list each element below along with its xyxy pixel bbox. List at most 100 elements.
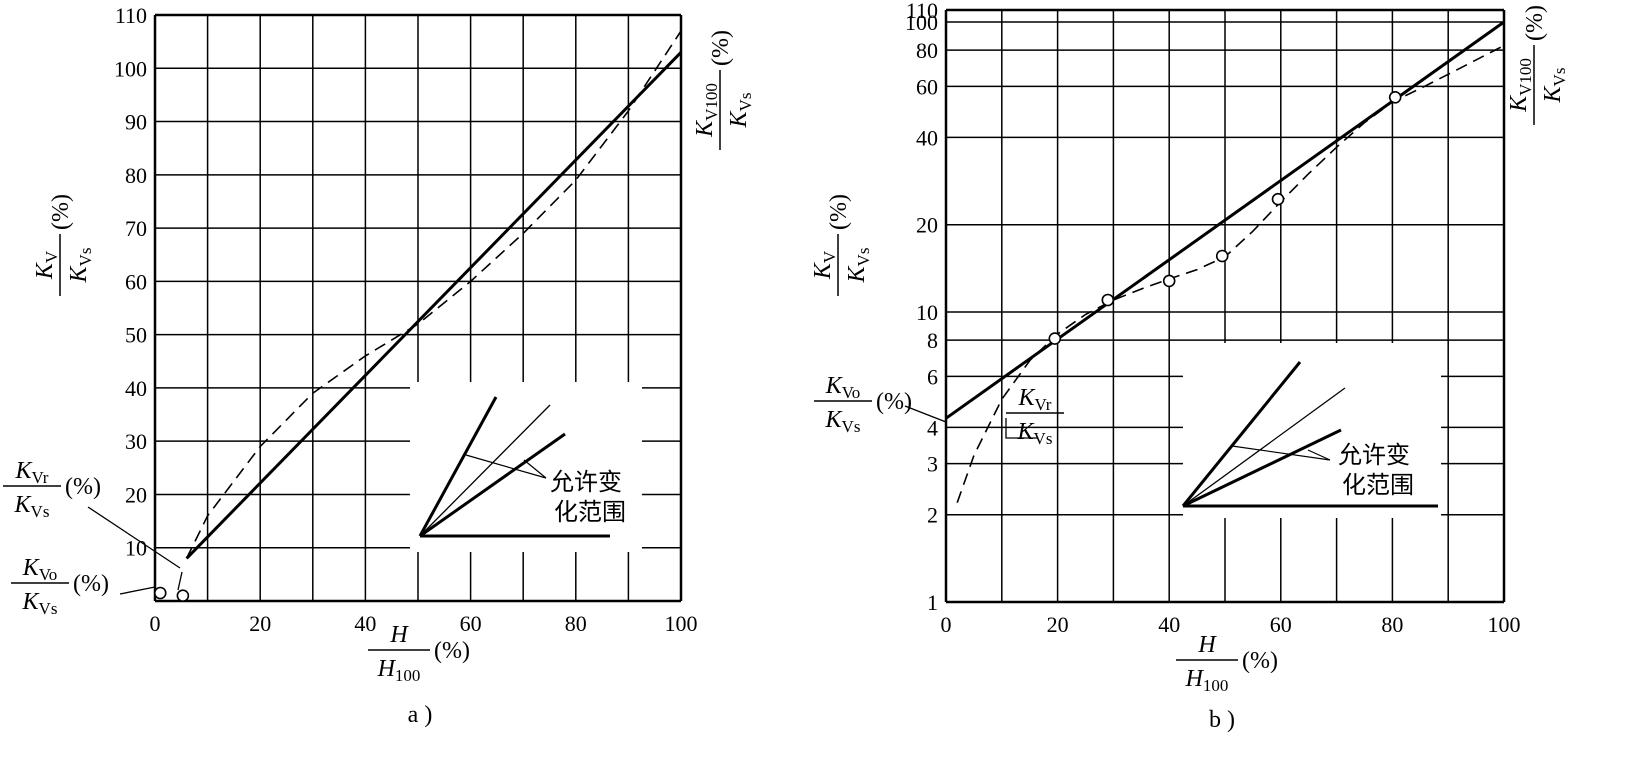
y-axis-label-denom-sub: Vs (76, 248, 95, 267)
kvr-label-numer-main: K (1018, 385, 1037, 411)
y-axis-label-unit: (%) (826, 194, 852, 230)
x-axis-label-numer: H (1197, 632, 1217, 658)
y-axis-label-denom-main: K (66, 264, 92, 283)
x-tick-label: 80 (1381, 612, 1403, 637)
y-tick-label: 50 (125, 323, 147, 348)
y-tick-label: 70 (125, 216, 147, 241)
y-axis-label-numer: KV (810, 250, 839, 280)
inset-lower-limit (1182, 428, 1342, 508)
y-tick-label: 90 (125, 110, 147, 135)
y-axis-label-numer-main: K (810, 261, 836, 280)
x-axis-label-denom: H100 (1185, 666, 1229, 695)
inset-background (410, 382, 642, 552)
y-axis-label-numer: KV (32, 250, 61, 280)
y-axis-label-denom: KVs (66, 248, 95, 284)
right-axis-label-denom-sub: Vs (1550, 68, 1569, 87)
right-axis-label-numer-sub: V100 (702, 83, 721, 121)
y-axis-label-numer-sub: V (820, 250, 839, 263)
inset-upper-limit (1181, 361, 1302, 507)
x-axis-label-numer-main: H (1197, 632, 1217, 658)
kvo-label-numer-sub: Vo (39, 565, 58, 584)
x-tick-label: 0 (150, 611, 161, 636)
annotation-leader (177, 571, 183, 591)
data-point-marker (1271, 192, 1285, 206)
annotation-leader (119, 586, 156, 595)
inset-nominal-line (419, 404, 551, 537)
kvo-label-unit: (%) (876, 389, 912, 415)
y-tick-label: 20 (916, 213, 938, 238)
x-axis-label: H H100 (%) (1176, 632, 1278, 695)
right-axis-label-numer: KV100 (1506, 58, 1535, 113)
y-tick-label: 110 (115, 3, 147, 28)
kvr-label-numer: KVr (1018, 385, 1052, 414)
x-axis-label-denom-main: H (377, 656, 397, 682)
y-tick-label: 1 (927, 590, 938, 615)
y-axis-label-denom-main: K (844, 264, 870, 283)
inset-label-line-2: 化范围 (1342, 471, 1414, 499)
kvo-label-unit: (%) (73, 571, 109, 597)
kvo-label-numer: KVo (22, 555, 58, 584)
x-tick-label: 100 (1488, 612, 1521, 637)
y-tick-label: 40 (125, 376, 147, 401)
y-tick-label: 60 (916, 74, 938, 99)
y-tick-label: 100 (905, 10, 938, 35)
right-axis-label-denom-sub: Vs (736, 93, 755, 112)
y-axis-label-unit: (%) (48, 194, 74, 230)
y-tick-label: 80 (916, 38, 938, 63)
inset-leader-1 (1231, 445, 1331, 461)
right-axis-label: KV100 KVs(%) (1506, 5, 1569, 125)
kvo-label: KVo KVs (%) (11, 555, 109, 618)
kvr-label-numer-sub: Vr (1035, 395, 1052, 414)
x-axis-label-denom-sub: 100 (1203, 676, 1229, 695)
x-tick-label: 60 (1270, 612, 1292, 637)
right-axis-label-unit: (%) (1522, 5, 1548, 41)
kvr-label-numer: KVr (15, 458, 49, 487)
x-tick-label: 40 (1158, 612, 1180, 637)
inset-label-line-2: 化范围 (554, 498, 626, 526)
kvo-label-denom-sub: Vs (842, 417, 861, 436)
right-axis-label-denom: KVs (1540, 68, 1569, 104)
x-tick-label: 20 (1047, 612, 1069, 637)
series-line-solid (185, 51, 683, 560)
kvo-label-numer-sub: Vo (842, 383, 861, 402)
kvr-label-denom-main: K (14, 492, 33, 518)
right-axis-label-unit: (%) (708, 30, 734, 66)
data-point-marker (1048, 332, 1062, 345)
kvo-label-denom-sub: Vs (39, 599, 58, 618)
kvr-label-denom: KVs (14, 492, 50, 521)
y-axis-label-denom-sub: Vs (854, 248, 873, 267)
y-tick-label: 110 (906, 0, 938, 23)
kvo-label-denom: KVs (825, 407, 861, 436)
y-tick-label: 60 (125, 269, 147, 294)
kvo-label-numer-main: K (825, 373, 844, 399)
y-tick-label: 100 (114, 56, 147, 81)
data-point-marker (1162, 274, 1176, 288)
x-axis-label-unit: (%) (1242, 648, 1278, 674)
right-axis-label-numer-sub: V100 (1516, 58, 1535, 96)
annotation-leader (87, 506, 181, 569)
panel-label: b ) (1209, 707, 1235, 733)
y-tick-label: 2 (927, 503, 938, 528)
kvr-label-numer-main: K (15, 458, 34, 484)
annotation-leader (1005, 418, 1038, 439)
right-axis-label-denom-main: K (1540, 84, 1566, 103)
x-tick-label: 60 (460, 611, 482, 636)
y-tick-label: 4 (927, 415, 938, 440)
y-tick-label: 6 (927, 364, 938, 389)
x-axis-label-unit: (%) (434, 638, 470, 664)
inset-label-line-1: 允许变 (550, 468, 622, 496)
x-axis-label-numer: H (389, 622, 409, 648)
x-tick-label: 20 (249, 611, 271, 636)
data-point-marker (1388, 90, 1402, 104)
kvo-label-denom: KVs (22, 589, 58, 618)
x-tick-label: 40 (354, 611, 376, 636)
panel-label: a ) (408, 702, 433, 728)
right-axis-label-denom-main: K (726, 109, 752, 128)
kvr-label-unit: (%) (65, 474, 101, 500)
